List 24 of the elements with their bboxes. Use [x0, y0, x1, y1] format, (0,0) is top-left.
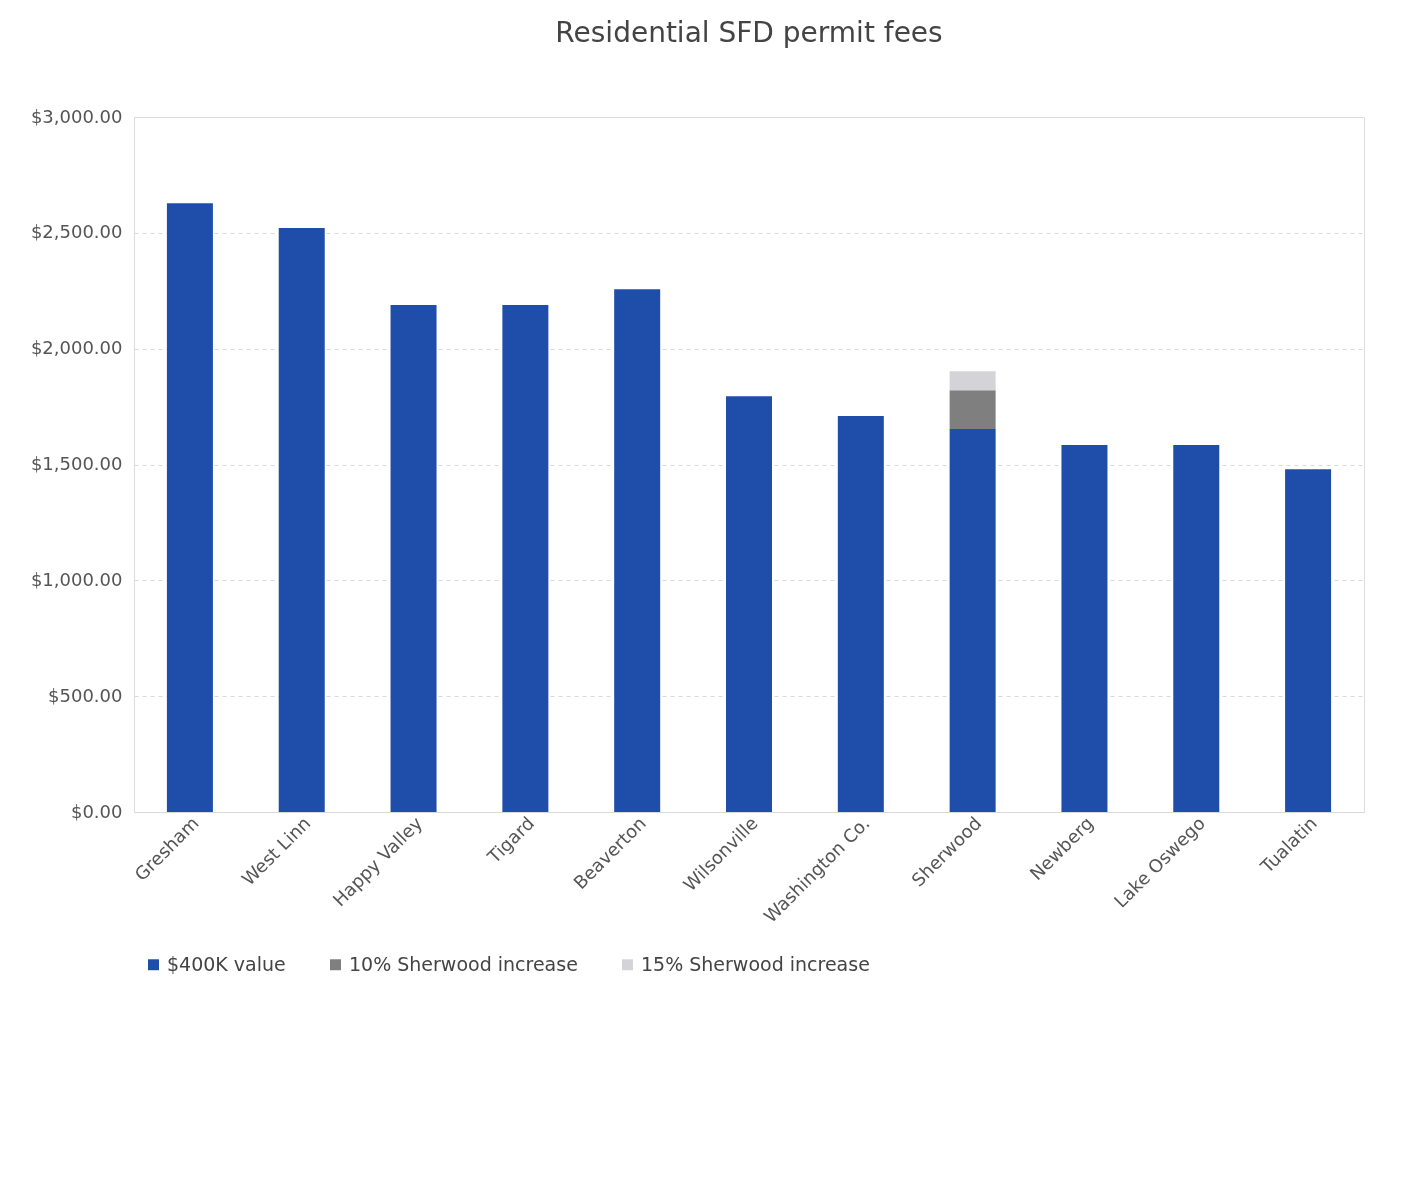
y-tick-label: $0.00	[70, 800, 123, 822]
bar	[726, 396, 772, 812]
bar	[502, 305, 549, 812]
bar	[949, 429, 996, 812]
y-tick-label: $1,500.00	[30, 453, 123, 474]
y-tick-label: $2,500.00	[30, 221, 123, 243]
legend-label: $400K value	[167, 952, 286, 975]
bar	[837, 416, 884, 812]
y-tick-label: $3,000.00	[30, 105, 123, 127]
legend-label: 15% Sherwood increase	[641, 952, 870, 975]
bar	[949, 390, 996, 430]
bar	[949, 371, 996, 391]
bar	[1061, 445, 1108, 812]
bar	[390, 305, 437, 812]
y-tick-label: $2,000.00	[30, 337, 123, 359]
bar	[278, 227, 325, 812]
bar	[166, 203, 213, 812]
bar	[614, 289, 661, 812]
legend-label: 10% Sherwood increase	[349, 952, 578, 975]
bar	[1285, 469, 1332, 812]
chart-title: Residential SFD permit fees	[555, 16, 943, 49]
y-tick-label: $1,000.00	[30, 568, 123, 590]
bar	[1173, 445, 1220, 812]
y-tick-label: $500.00	[48, 684, 123, 706]
